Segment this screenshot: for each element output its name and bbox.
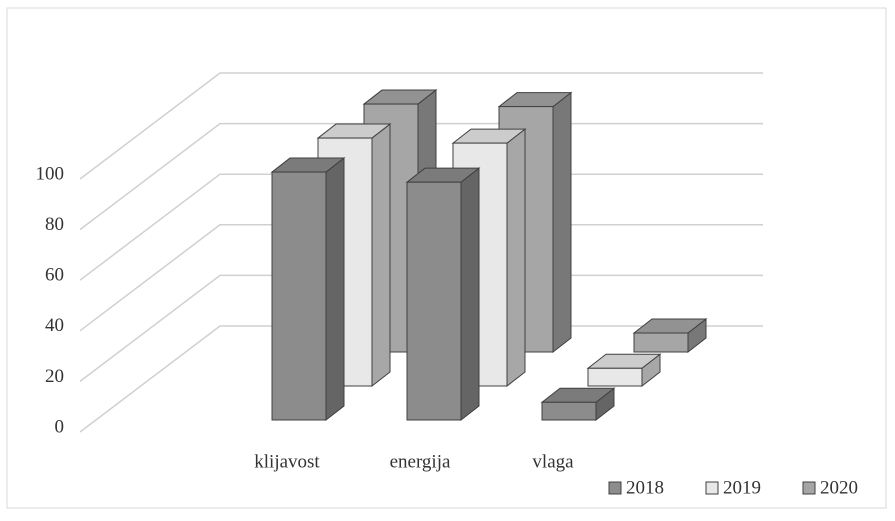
grid-line (79, 72, 763, 180)
bar-front (271, 171, 327, 421)
y-tick-label: 20 (45, 366, 64, 387)
grid-line (79, 224, 763, 332)
bar-side (552, 91, 572, 354)
grid-line (79, 325, 763, 433)
legend-swatch (705, 481, 719, 495)
bar-side (325, 157, 345, 422)
x-tick-label: vlaga (532, 451, 574, 472)
legend-label: 2019 (723, 477, 761, 498)
bar (451, 128, 527, 388)
y-tick-label: 40 (45, 315, 64, 336)
grid-line (79, 173, 763, 281)
legend-swatch (802, 481, 816, 495)
bar-side (371, 123, 391, 388)
grid-line (79, 122, 763, 231)
y-tick-label: 0 (55, 416, 65, 437)
bar (270, 157, 346, 422)
bar-side (460, 167, 480, 422)
bar-front (633, 332, 689, 353)
legend-swatch (608, 481, 622, 495)
x-tick-label: klijavost (254, 451, 320, 472)
bar (586, 353, 662, 388)
bar-front (406, 181, 462, 421)
bar-front (541, 401, 597, 421)
bar (632, 318, 708, 354)
legend-label: 2018 (626, 477, 664, 498)
legend-label: 2020 (820, 477, 858, 498)
y-tick-label: 80 (45, 214, 64, 235)
bar (405, 167, 481, 422)
bar (540, 387, 616, 422)
bar-front (587, 367, 643, 387)
y-tick-label: 60 (45, 265, 64, 286)
bar-side (506, 128, 526, 388)
y-tick-label: 100 (36, 163, 65, 184)
grid-line (79, 274, 763, 382)
x-tick-label: energija (390, 451, 451, 472)
